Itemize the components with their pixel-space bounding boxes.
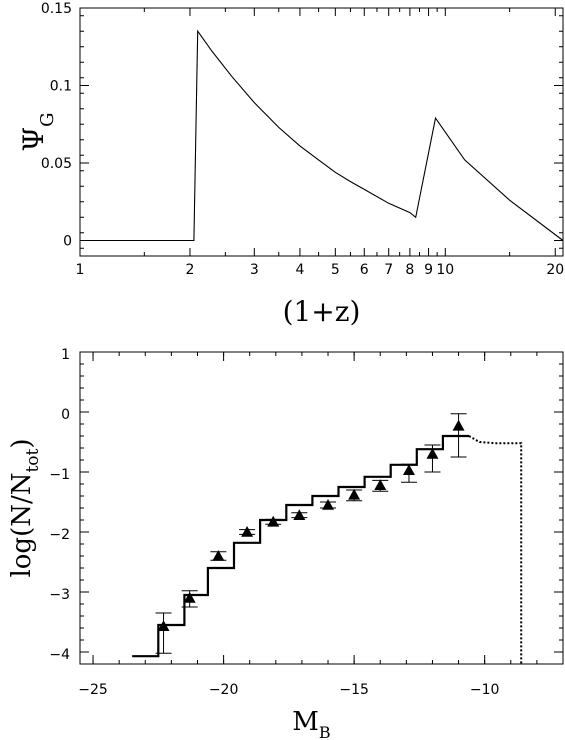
- y-axis-title-end: ): [7, 438, 37, 448]
- data-point-triangle: [348, 488, 361, 500]
- y-tick-label: −4: [49, 647, 70, 663]
- data-point-triangle: [241, 526, 254, 537]
- data-point-triangle: [426, 448, 439, 459]
- y-axis-title-subscript: tot: [23, 448, 43, 472]
- y-tick-label: −2: [49, 527, 70, 543]
- y-tick-label: 0.1: [50, 79, 72, 95]
- data-point-triangle: [267, 515, 280, 527]
- x-axis-title: (1+z): [283, 295, 361, 328]
- x-axis-title-subscript: B: [319, 723, 331, 740]
- data-point-triangle: [322, 499, 335, 510]
- x-tick-label: 9: [424, 262, 433, 278]
- data-point-triangle: [374, 479, 387, 490]
- data-point-triangle: [452, 419, 465, 431]
- top-panel: 1 2 3 4 5 6 7 8 9 10 20 0 0.05 0.1 0.15 (1+z) ΨG: [17, 1, 564, 328]
- x-tick-label: 2: [186, 262, 195, 278]
- x-tick-label: 20: [546, 262, 564, 278]
- x-tick-label: −20: [209, 682, 239, 698]
- x-tick-label: −25: [78, 682, 108, 698]
- model-step-line: [132, 434, 469, 658]
- x-tick-label: 5: [331, 262, 340, 278]
- x-axis-title: MB: [292, 707, 330, 740]
- y-tick-label: −3: [49, 587, 70, 603]
- x-tick-label: 7: [384, 262, 393, 278]
- data-point-triangle: [157, 620, 170, 631]
- x-tick-label: −15: [339, 682, 369, 698]
- y-tick-label: 0: [61, 407, 70, 423]
- y-axis-title: log(N/Ntot): [7, 438, 43, 577]
- y-tick-label: 0: [63, 234, 72, 250]
- y-tick-label: −1: [49, 467, 70, 483]
- data-point-triangle: [293, 509, 306, 520]
- plot-frame: [79, 7, 564, 257]
- data-point-triangle: [183, 592, 196, 603]
- x-tick-label: 8: [405, 262, 414, 278]
- y-tick-label: 0.05: [41, 156, 72, 172]
- y-tick-label: 0.15: [41, 1, 72, 17]
- psi-g-curve: [80, 29, 564, 242]
- x-tick-label: 6: [360, 262, 369, 278]
- data-point-triangle: [402, 464, 415, 475]
- x-tick-label: 4: [295, 262, 304, 278]
- bottom-panel: −25 −20 −15 −10 1 0 −1 −2 −3 −4 MB log(N/Ntot): [7, 347, 564, 740]
- x-tick-label: −10: [470, 682, 500, 698]
- x-tick-label: 10: [436, 262, 454, 278]
- y-axis-title: ΨG: [17, 113, 58, 152]
- data-point-triangle: [212, 550, 225, 561]
- y-axis-title-subscript: G: [37, 113, 58, 127]
- x-tick-label: 3: [250, 262, 259, 278]
- model-dotted-line: [468, 435, 523, 664]
- x-tick-label: 1: [76, 262, 85, 278]
- y-tick-label: 1: [61, 347, 70, 363]
